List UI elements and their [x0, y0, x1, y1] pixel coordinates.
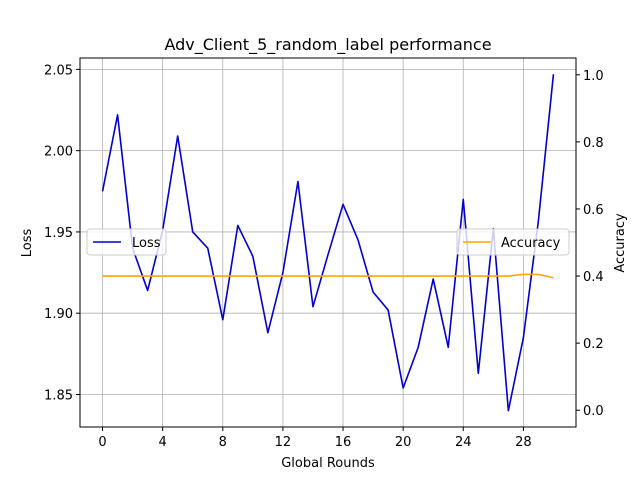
legend-accuracy-label: Accuracy: [501, 236, 561, 251]
y-tick-label: 1.95: [44, 226, 73, 241]
x-tick-label: 20: [395, 435, 412, 450]
x-tick-label: 12: [275, 435, 292, 450]
y2-tick-label: 0.4: [583, 270, 604, 285]
y2-tick-label: 0.0: [583, 404, 604, 419]
y2-tick-label: 0.2: [583, 337, 604, 352]
legend-accuracy: Accuracy: [456, 228, 570, 256]
x-tick-label: 16: [335, 435, 352, 450]
series-group: [101, 74, 555, 412]
legend-loss: Loss: [86, 228, 167, 256]
y2-tick-label: 0.6: [583, 203, 604, 218]
y-axis-ticks: 1.85 1.90 1.95 2.00 2.05: [44, 63, 80, 403]
x-tick-label: 24: [455, 435, 472, 450]
x-tick-label: 8: [219, 435, 227, 450]
legend-loss-label: Loss: [132, 236, 161, 251]
y-tick-label: 1.90: [44, 307, 73, 322]
y2-axis-label: Accuracy: [613, 213, 628, 273]
y-tick-label: 2.05: [44, 63, 73, 78]
x-tick-label: 0: [98, 435, 106, 450]
x-axis-ticks: 0 4 8 12 16 20 24 28: [98, 427, 532, 450]
y2-axis-ticks: 0.0 0.2 0.4 0.6 0.8 1.0: [576, 69, 604, 419]
legend-loss-box: [86, 228, 167, 256]
series-line-loss: [101, 74, 555, 412]
y-axis-label: Loss: [20, 229, 35, 258]
y2-tick-label: 1.0: [583, 69, 604, 84]
x-tick-label: 4: [159, 435, 167, 450]
y-tick-label: 2.00: [44, 145, 73, 160]
chart-title: Adv_Client_5_random_label performance: [164, 35, 491, 55]
legend-accuracy-box: [456, 228, 570, 256]
y-tick-label: 1.85: [44, 388, 73, 403]
x-axis-label: Global Rounds: [281, 456, 375, 471]
series-line-accuracy: [102, 273, 554, 279]
x-tick-label: 28: [515, 435, 532, 450]
plot-frame: [79, 57, 577, 428]
y2-tick-label: 0.8: [583, 136, 604, 151]
